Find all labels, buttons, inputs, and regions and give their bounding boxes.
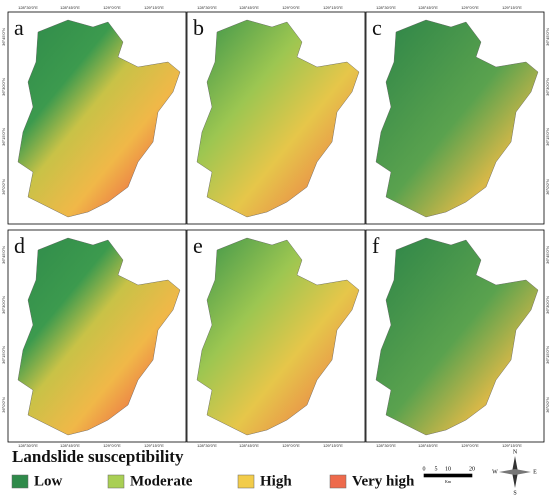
- latitude-label: 36°30'0"N: [1, 78, 6, 96]
- longitude-label: 129°0'0"E: [461, 5, 479, 10]
- longitude-label: 128°30'0"E: [376, 5, 396, 10]
- longitude-label: 129°15'0"E: [502, 5, 522, 10]
- scale-tick-label: 0: [423, 466, 426, 472]
- longitude-label: 128°45'0"E: [418, 5, 438, 10]
- legend-label: Very high: [352, 473, 415, 489]
- longitude-label: 128°30'0"E: [197, 443, 217, 448]
- latitude-label: 36°0'0"N: [1, 397, 6, 413]
- legend-swatch: [11, 474, 29, 489]
- legend-swatch: [237, 474, 255, 489]
- legend-label: Moderate: [130, 473, 193, 489]
- map-panel: d 128°30'0"E 128°45'0"E 129°0'0"E 129°15'0"E…: [1, 229, 187, 448]
- longitude-label: 129°0'0"E: [461, 443, 479, 448]
- longitude-label: 128°30'0"E: [18, 443, 38, 448]
- longitude-label: 129°0'0"E: [103, 5, 121, 10]
- latitude-label: 36°45'0"N: [1, 28, 6, 46]
- longitude-label: 128°45'0"E: [418, 443, 438, 448]
- longitude-label: 129°15'0"E: [144, 5, 164, 10]
- longitude-label: 128°30'0"E: [18, 5, 38, 10]
- longitude-label: 129°15'0"E: [323, 5, 343, 10]
- compass: N S E W: [492, 449, 537, 496]
- compass-n: N: [513, 449, 518, 455]
- legend: Low Moderate High Very high: [11, 473, 415, 489]
- longitude-label: 128°45'0"E: [60, 5, 80, 10]
- latitude-label: 36°45'0"N: [545, 246, 550, 264]
- scale-bar-fill: [424, 474, 472, 477]
- panel-letter: e: [193, 233, 203, 258]
- panel-letter: b: [193, 15, 204, 40]
- latitude-label: 36°30'0"N: [545, 296, 550, 314]
- latitude-label: 36°0'0"N: [1, 179, 6, 195]
- compass-ew: [499, 469, 531, 475]
- map-panel: e 128°30'0"E 128°45'0"E 129°0'0"E 129°15'0"E: [186, 229, 366, 448]
- map-panel: a 128°30'0"E 128°45'0"E 129°0'0"E 129°15'0"E…: [1, 5, 187, 225]
- longitude-label: 128°30'0"E: [376, 443, 396, 448]
- panel-letter: f: [372, 233, 380, 258]
- latitude-label: 36°15'0"N: [545, 128, 550, 146]
- scale-tick-label: 20: [469, 466, 475, 472]
- scale-labels: 0 5 10 20 Km: [423, 466, 476, 484]
- panel-letter: d: [14, 233, 25, 258]
- latitude-label: 36°30'0"N: [1, 296, 6, 314]
- longitude-label: 129°0'0"E: [103, 443, 121, 448]
- longitude-label: 128°45'0"E: [239, 443, 259, 448]
- legend-swatch: [107, 474, 125, 489]
- map-panel: f 128°30'0"E 128°45'0"E 129°0'0"E 129°15'0"E…: [365, 229, 550, 448]
- legend-swatch: [329, 474, 347, 489]
- panel-letter: c: [372, 15, 382, 40]
- latitude-label: 36°45'0"N: [545, 28, 550, 46]
- compass-e: E: [533, 469, 537, 475]
- panel-letter: a: [14, 15, 24, 40]
- scale-unit: Km: [445, 479, 452, 484]
- compass-w: W: [492, 469, 498, 475]
- latitude-label: 36°0'0"N: [545, 397, 550, 413]
- latitude-label: 36°15'0"N: [1, 128, 6, 146]
- latitude-label: 36°30'0"N: [545, 78, 550, 96]
- longitude-label: 129°15'0"E: [144, 443, 164, 448]
- scale-tick-label: 10: [445, 466, 451, 472]
- longitude-label: 128°45'0"E: [60, 443, 80, 448]
- longitude-label: 129°15'0"E: [502, 443, 522, 448]
- legend-title: Landslide susceptibility: [12, 447, 184, 466]
- map-panel: c 128°30'0"E 128°45'0"E 129°0'0"E 129°15'0"E…: [365, 5, 550, 225]
- legend-label: Low: [34, 473, 63, 489]
- longitude-label: 129°0'0"E: [282, 5, 300, 10]
- latitude-label: 36°45'0"N: [1, 246, 6, 264]
- latitude-label: 36°0'0"N: [545, 179, 550, 195]
- longitude-label: 129°0'0"E: [282, 443, 300, 448]
- map-panel: b 128°30'0"E 128°45'0"E 129°0'0"E 129°15'0"E: [186, 5, 366, 225]
- longitude-label: 128°30'0"E: [197, 5, 217, 10]
- legend-label: High: [260, 473, 292, 489]
- scale-bar-frame: [423, 473, 473, 478]
- compass-s: S: [513, 490, 516, 496]
- scale-tick-label: 5: [435, 466, 438, 472]
- panels: a 128°30'0"E 128°45'0"E 129°0'0"E 129°15'0"E…: [1, 5, 550, 448]
- latitude-label: 36°15'0"N: [545, 346, 550, 364]
- latitude-label: 36°15'0"N: [1, 346, 6, 364]
- longitude-label: 128°45'0"E: [239, 5, 259, 10]
- longitude-label: 129°15'0"E: [323, 443, 343, 448]
- scale-bar: [423, 473, 473, 478]
